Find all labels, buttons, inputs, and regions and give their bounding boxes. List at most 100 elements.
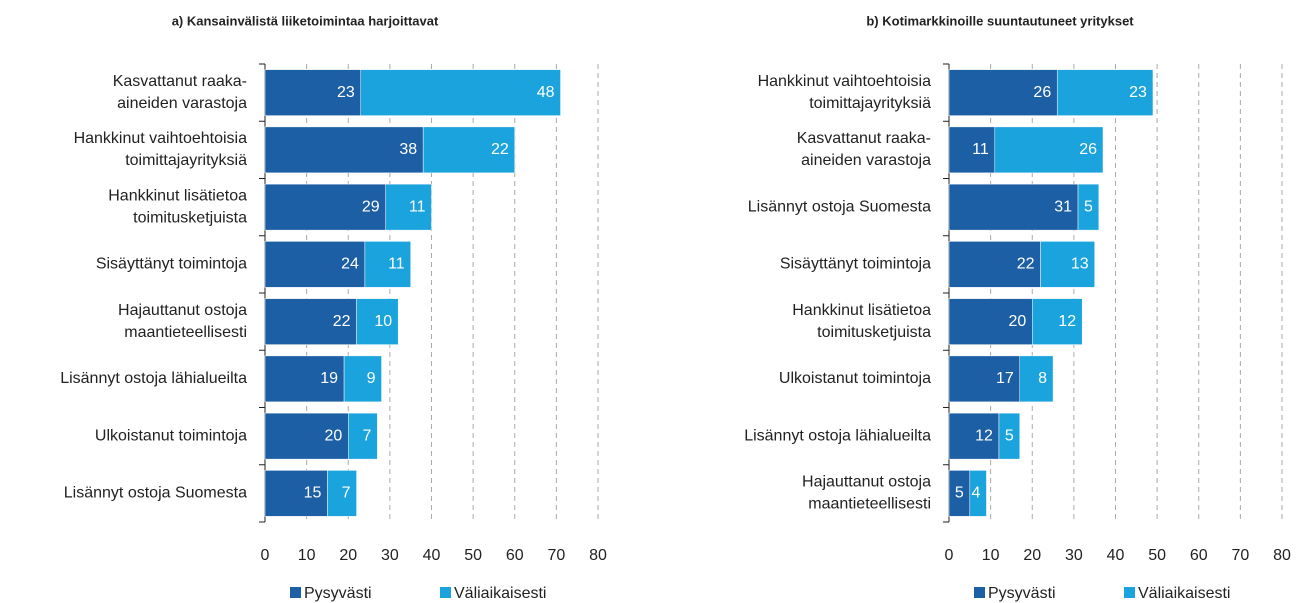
- bar-segment: [356, 298, 399, 345]
- x-tick-label: 0: [945, 547, 954, 564]
- category-label: toimitusketjuista: [133, 209, 247, 226]
- bar-segment: [348, 412, 378, 460]
- legend-swatch: [1124, 587, 1135, 598]
- chart: b) Kotimarkkinoille suuntautuneet yrityk…: [744, 13, 1291, 602]
- value-label: 23: [1129, 84, 1147, 101]
- bar-segment: [364, 241, 411, 288]
- value-label: 31: [1054, 198, 1072, 215]
- category-label: Lisännyt ostoja lähialueilta: [60, 370, 247, 387]
- x-tick-label: 10: [982, 547, 1000, 564]
- category-label: toimittajayrityksiä: [125, 152, 247, 169]
- bar-segment: [948, 126, 996, 174]
- bar-segment: [1032, 298, 1083, 345]
- category-label: aineiden varastoja: [801, 152, 931, 169]
- bar-segment: [264, 69, 361, 116]
- category-label: toimittajayrityksiä: [809, 95, 931, 112]
- category-label: Sisäyttänyt toimintoja: [96, 256, 247, 273]
- bar-segment: [1019, 355, 1054, 403]
- value-label: 26: [1079, 141, 1097, 158]
- bar-segment: [948, 183, 1079, 231]
- bar-segment: [1077, 183, 1100, 231]
- x-tick-label: 40: [1107, 547, 1125, 564]
- category-label: Hankkinut vaihtoehtoisia: [758, 73, 932, 90]
- x-tick-label: 60: [506, 547, 524, 564]
- legend-label: Väliaikaisesti: [1138, 585, 1230, 602]
- value-label: 13: [1071, 256, 1089, 273]
- value-label: 26: [1033, 84, 1051, 101]
- bar-segment: [948, 298, 1033, 345]
- category-label: maantieteellisesti: [808, 496, 931, 513]
- x-tick-label: 70: [547, 547, 565, 564]
- value-label: 8: [1038, 370, 1047, 387]
- legend-swatch: [290, 587, 301, 598]
- bar-segment: [994, 126, 1104, 174]
- category-label: maantieteellisesti: [124, 324, 247, 341]
- legend-swatch: [974, 587, 985, 598]
- value-label: 15: [304, 485, 322, 502]
- category-label: Lisännyt ostoja lähialueilta: [744, 427, 931, 444]
- value-label: 11: [409, 198, 426, 215]
- bar-segment: [327, 470, 357, 517]
- x-tick-label: 20: [339, 547, 357, 564]
- x-tick-label: 70: [1231, 547, 1249, 564]
- chart-title: a) Kansainvälistä liiketoimintaa harjoit…: [172, 13, 439, 28]
- category-label: Ulkoistanut toimintoja: [95, 427, 247, 444]
- value-label: 20: [1008, 313, 1026, 330]
- bar-segment: [969, 470, 987, 517]
- value-label: 5: [955, 485, 964, 502]
- value-label: 10: [374, 313, 392, 330]
- value-label: 5: [1005, 427, 1014, 444]
- category-label: aineiden varastoja: [117, 95, 247, 112]
- bar-segment: [948, 69, 1058, 116]
- bar-segment: [343, 355, 382, 403]
- bar-segment: [385, 183, 432, 231]
- x-tick-label: 10: [298, 547, 316, 564]
- x-tick-label: 50: [464, 547, 482, 564]
- category-label: Hankkinut lisätietoa: [108, 187, 247, 204]
- bar-segment: [998, 412, 1021, 460]
- value-label: 20: [324, 427, 342, 444]
- category-label: Kasvattanut raaka-: [113, 73, 247, 90]
- value-label: 19: [320, 370, 338, 387]
- legend-label: Pysyvästi: [304, 585, 372, 602]
- category-label: Lisännyt ostoja Suomesta: [64, 485, 247, 502]
- value-label: 24: [341, 256, 359, 273]
- value-label: 12: [1058, 313, 1076, 330]
- value-label: 29: [362, 198, 380, 215]
- chart: a) Kansainvälistä liiketoimintaa harjoit…: [60, 13, 607, 602]
- bar-segment: [264, 355, 345, 403]
- category-label: Sisäyttänyt toimintoja: [780, 256, 931, 273]
- bar-segment: [1040, 241, 1095, 288]
- value-label: 7: [342, 485, 351, 502]
- value-label: 12: [975, 427, 993, 444]
- value-label: 22: [491, 141, 509, 158]
- category-label: toimitusketjuista: [817, 324, 931, 341]
- legend-label: Väliaikaisesti: [454, 585, 546, 602]
- x-tick-label: 20: [1023, 547, 1041, 564]
- bar-segment: [422, 126, 515, 174]
- category-label: Hajauttanut ostoja: [118, 302, 247, 319]
- legend-swatch: [440, 587, 451, 598]
- bar-segment: [264, 126, 424, 174]
- value-label: 7: [362, 427, 371, 444]
- bar-segment: [264, 241, 366, 288]
- x-tick-label: 80: [589, 547, 607, 564]
- category-label: Hankkinut vaihtoehtoisia: [74, 130, 248, 147]
- category-label: Ulkoistanut toimintoja: [779, 370, 931, 387]
- bar-segment: [360, 69, 561, 116]
- bar-segment: [264, 298, 357, 345]
- x-tick-label: 80: [1273, 547, 1291, 564]
- bar-segment: [948, 241, 1041, 288]
- category-label: Lisännyt ostoja Suomesta: [748, 198, 931, 215]
- bar-segment: [264, 183, 386, 231]
- category-label: Hajauttanut ostoja: [802, 474, 931, 491]
- value-label: 4: [972, 485, 981, 502]
- value-label: 38: [399, 141, 417, 158]
- x-tick-label: 30: [381, 547, 399, 564]
- bar-segment: [264, 412, 349, 460]
- x-tick-label: 0: [261, 547, 270, 564]
- value-label: 5: [1084, 198, 1093, 215]
- bar-segment: [948, 412, 1000, 460]
- x-tick-label: 50: [1148, 547, 1166, 564]
